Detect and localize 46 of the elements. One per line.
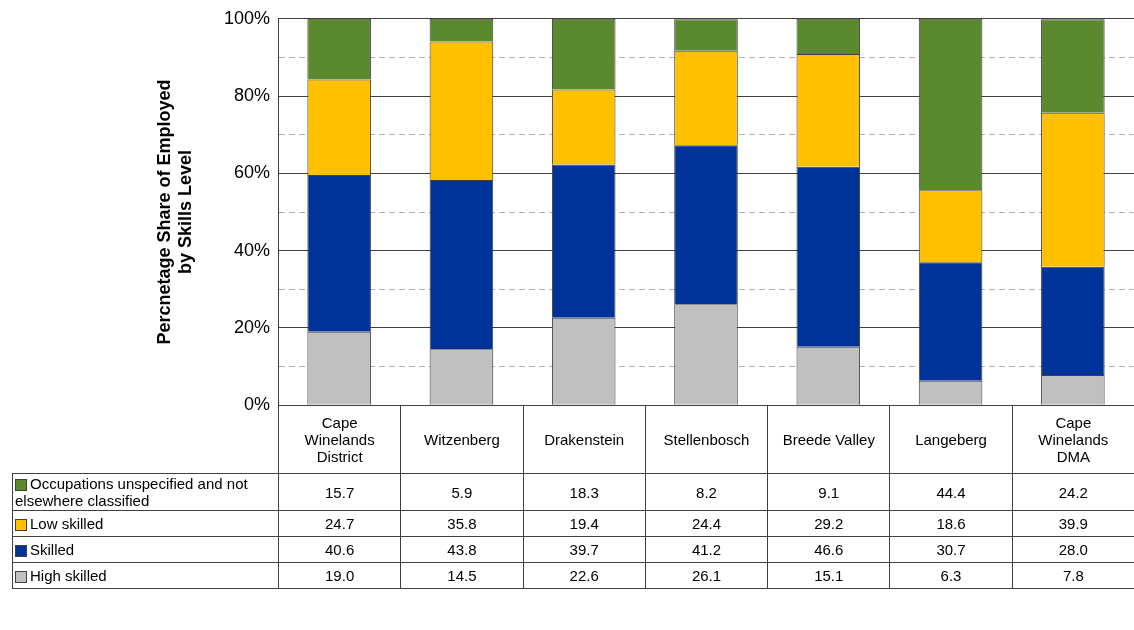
data-label: 19.0 (278, 562, 401, 589)
x-tick-label: Langeberg (889, 405, 1013, 474)
x-tick-label: Stellenbosch (645, 405, 768, 474)
data-label: 46.6 (767, 536, 890, 563)
data-label: 24.7 (278, 510, 401, 537)
data-label: 35.8 (400, 510, 524, 537)
data-label: 26.1 (645, 562, 768, 589)
data-label: 18.3 (523, 473, 646, 511)
y-tick-label: 80% (233, 85, 270, 106)
y-tick-label: 0% (243, 394, 270, 415)
data-label: 41.2 (645, 536, 768, 563)
data-label: 39.9 (1012, 510, 1134, 537)
data-label: 28.0 (1012, 536, 1134, 563)
data-label: 44.4 (889, 473, 1013, 511)
y-tick-label: 40% (233, 239, 270, 260)
x-tick-label: Cape Winelands District (278, 405, 401, 474)
data-label: 14.5 (400, 562, 524, 589)
data-label: 40.6 (278, 536, 401, 563)
data-label: 24.4 (645, 510, 768, 537)
x-tick-label: Witzenberg (400, 405, 524, 474)
data-label: 24.2 (1012, 473, 1134, 511)
data-label: 18.6 (889, 510, 1013, 537)
data-label: 39.7 (523, 536, 646, 563)
data-label: 29.2 (767, 510, 890, 537)
y-tick-label: 20% (233, 316, 270, 337)
data-label: 22.6 (523, 562, 646, 589)
y-tick-label: 100% (223, 7, 270, 28)
data-label: 5.9 (400, 473, 524, 511)
legend-label: Skilled (12, 536, 279, 563)
x-tick-label: Drakenstein (523, 405, 646, 474)
data-label: 6.3 (889, 562, 1013, 589)
data-label: 15.7 (278, 473, 401, 511)
data-label: 30.7 (889, 536, 1013, 563)
data-label: 15.1 (767, 562, 890, 589)
y-tick-label: 60% (233, 162, 270, 183)
data-label: 7.8 (1012, 562, 1134, 589)
data-label: 8.2 (645, 473, 768, 511)
data-label: 19.4 (523, 510, 646, 537)
y-axis-title: Percnetage Share of Employed by Skills Level (153, 79, 196, 345)
legend-label: Low skilled (12, 510, 279, 537)
x-tick-label: Breede Valley (767, 405, 890, 474)
x-tick-label: Cape Winelands DMA (1012, 405, 1134, 474)
legend-label: Occupations unspecified and not elsewhere classified (12, 473, 279, 511)
data-label: 9.1 (767, 473, 890, 511)
legend-label: High skilled (12, 562, 279, 589)
data-label: 43.8 (400, 536, 524, 563)
